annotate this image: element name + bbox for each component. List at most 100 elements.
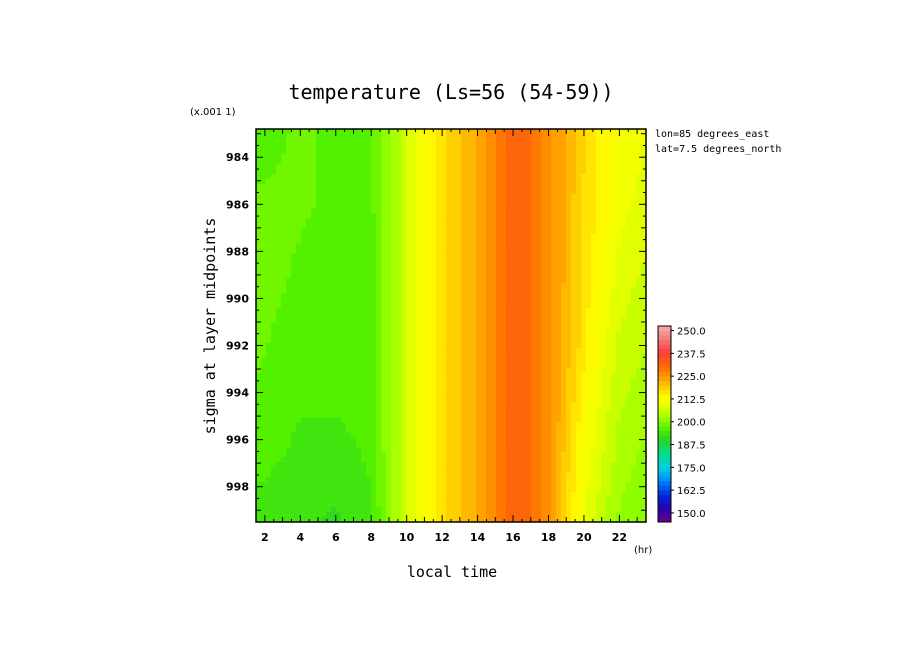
heatmap-cell: [511, 318, 517, 324]
heatmap-cell: [376, 243, 382, 249]
heatmap-cell: [441, 347, 447, 354]
heatmap-cell: [531, 183, 537, 190]
heatmap-cell: [571, 357, 577, 364]
heatmap-cell: [631, 188, 637, 195]
heatmap-cell: [376, 367, 382, 374]
heatmap-cell: [326, 327, 332, 334]
heatmap-cell: [391, 323, 397, 329]
heatmap-cell: [446, 367, 452, 374]
heatmap-cell: [291, 178, 297, 185]
heatmap-cell: [641, 407, 646, 414]
heatmap-cell: [396, 183, 402, 190]
heatmap-cell: [281, 218, 287, 225]
heatmap-cell: [586, 153, 592, 160]
heatmap-cell: [631, 347, 637, 354]
heatmap-cell: [396, 318, 402, 324]
heatmap-cell: [401, 382, 407, 389]
heatmap-cell: [561, 357, 567, 364]
heatmap-cell: [396, 442, 402, 448]
heatmap-cell: [261, 173, 267, 180]
heatmap-cell: [606, 153, 612, 160]
heatmap-cell: [446, 148, 452, 155]
heatmap-cell: [631, 133, 637, 140]
heatmap-cell: [256, 367, 262, 374]
heatmap-cell: [596, 407, 602, 414]
heatmap-cell: [416, 153, 422, 160]
heatmap-cell: [521, 273, 527, 279]
heatmap-cell: [296, 283, 302, 289]
heatmap-cell: [386, 387, 392, 394]
heatmap-cell: [511, 337, 517, 344]
heatmap-cell: [316, 372, 322, 379]
heatmap-cell: [621, 352, 627, 359]
heatmap-cell: [556, 153, 562, 160]
heatmap-cell: [301, 327, 307, 334]
heatmap-cell: [391, 397, 397, 404]
heatmap-cell: [276, 178, 282, 185]
heatmap-cell: [506, 133, 512, 140]
heatmap-cell: [331, 303, 337, 309]
heatmap-cell: [506, 208, 512, 215]
heatmap-cell: [361, 129, 367, 135]
heatmap-cell: [601, 313, 607, 319]
heatmap-cell: [461, 427, 467, 434]
heatmap-cell: [611, 198, 617, 205]
heatmap-cell: [356, 238, 362, 245]
heatmap-cell: [331, 407, 337, 414]
heatmap-cell: [386, 298, 392, 304]
heatmap-cell: [591, 148, 597, 155]
heatmap-cell: [586, 223, 592, 230]
heatmap-cell: [411, 347, 417, 354]
heatmap-cell: [591, 293, 597, 299]
heatmap-cell: [641, 153, 646, 160]
heatmap-cell: [371, 263, 377, 269]
heatmap-cell: [406, 372, 412, 379]
heatmap-cell: [371, 193, 377, 200]
heatmap-cell: [616, 417, 622, 424]
heatmap-cell: [461, 377, 467, 384]
heatmap-cell: [481, 347, 487, 354]
heatmap-cell: [631, 138, 637, 145]
heatmap-cell: [456, 308, 462, 314]
heatmap-cell: [306, 138, 312, 145]
heatmap-cell: [551, 188, 557, 195]
heatmap-cell: [631, 387, 637, 394]
heatmap-cell: [526, 437, 532, 443]
heatmap-cell: [416, 233, 422, 240]
heatmap-cell: [436, 218, 442, 225]
heatmap-cell: [641, 273, 646, 279]
heatmap-cell: [351, 138, 357, 145]
heatmap-cell: [606, 223, 612, 230]
heatmap-cell: [421, 382, 427, 389]
heatmap-cell: [351, 352, 357, 359]
heatmap-cell: [466, 362, 472, 369]
heatmap-cell: [581, 183, 587, 190]
heatmap-cell: [346, 203, 352, 210]
heatmap-cell: [446, 342, 452, 349]
heatmap-cell: [536, 392, 542, 399]
heatmap-cell: [531, 218, 537, 225]
heatmap-cell: [356, 188, 362, 195]
heatmap-cell: [586, 382, 592, 389]
heatmap-cell: [361, 183, 367, 190]
heatmap-cell: [421, 133, 427, 140]
heatmap-cell: [601, 308, 607, 314]
heatmap-cell: [291, 342, 297, 349]
heatmap-cell: [401, 173, 407, 180]
heatmap-cell: [286, 402, 292, 409]
heatmap-cell: [301, 233, 307, 240]
heatmap-cell: [296, 143, 302, 150]
heatmap-cell: [631, 288, 637, 294]
heatmap-cell: [616, 138, 622, 145]
heatmap-cell: [566, 412, 572, 419]
heatmap-cell: [566, 153, 572, 160]
heatmap-cell: [586, 432, 592, 439]
heatmap-cell: [326, 168, 332, 175]
heatmap-cell: [271, 233, 277, 240]
heatmap-cell: [456, 248, 462, 254]
heatmap-cell: [576, 183, 582, 190]
heatmap-cell: [426, 387, 432, 394]
heatmap-cell: [556, 437, 562, 443]
heatmap-cell: [546, 288, 552, 294]
heatmap-cell: [641, 129, 646, 135]
